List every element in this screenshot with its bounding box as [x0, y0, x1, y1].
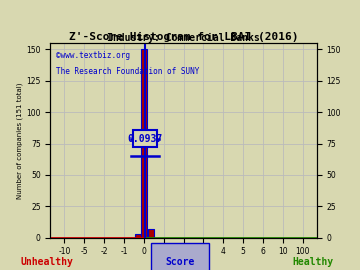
FancyBboxPatch shape [133, 130, 157, 147]
Bar [135, 234, 141, 238]
Text: Healthy: Healthy [293, 257, 334, 267]
Y-axis label: Number of companies (151 total): Number of companies (151 total) [17, 82, 23, 199]
Text: Score: Score [165, 257, 195, 267]
Text: Industry: Commercial Banks: Industry: Commercial Banks [107, 33, 260, 43]
Text: Unhealthy: Unhealthy [21, 257, 73, 267]
Bar [141, 49, 147, 238]
Title: Z'-Score Histogram for LBAI (2016): Z'-Score Histogram for LBAI (2016) [69, 32, 298, 42]
Text: ©www.textbiz.org: ©www.textbiz.org [56, 51, 130, 60]
Bar [148, 229, 154, 238]
Text: The Research Foundation of SUNY: The Research Foundation of SUNY [56, 66, 199, 76]
Text: 0.0937: 0.0937 [127, 134, 163, 144]
